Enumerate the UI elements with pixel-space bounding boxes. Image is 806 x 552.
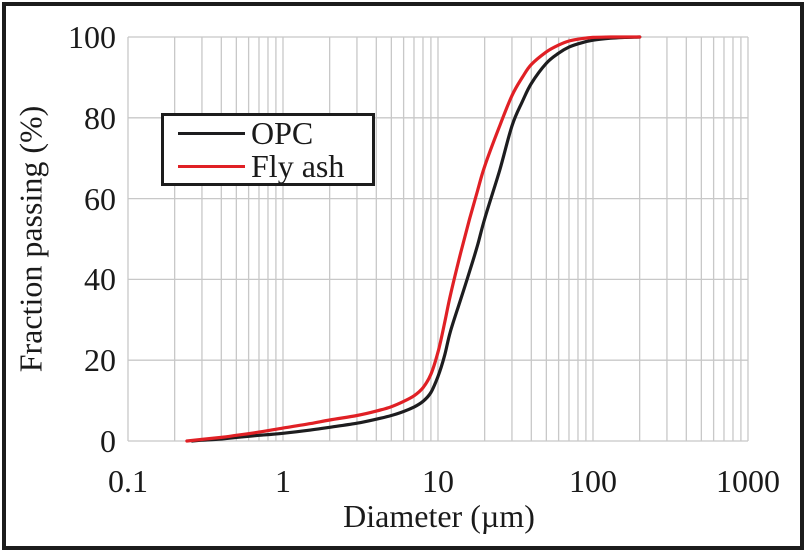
legend-item-flyash: Fly ash	[178, 150, 372, 182]
legend-label-opc: OPC	[251, 115, 314, 151]
x-tick-label: 1000	[716, 463, 780, 499]
x-axis-title: Diameter (µm)	[343, 498, 535, 534]
legend-item-opc: OPC	[178, 117, 372, 149]
opc-curve	[190, 35, 642, 443]
y-tick-label: 60	[84, 180, 116, 217]
x-tick-label: 100	[569, 463, 617, 499]
flyash-line-swatch	[178, 164, 245, 168]
y-tick-label: 40	[84, 261, 116, 298]
opc-line-swatch	[178, 131, 245, 135]
y-axis-title: Fraction passing (%)	[12, 105, 49, 373]
y-tick-label: 20	[84, 342, 116, 379]
gridlines	[127, 36, 749, 442]
x-tick-label: 1	[275, 463, 291, 499]
x-tick-label: 0.1	[108, 463, 148, 499]
legend-label-flyash: Fly ash	[251, 148, 345, 184]
y-tick-label: 0	[100, 423, 116, 459]
flyash-curve	[185, 35, 642, 443]
legend: OPC Fly ash	[161, 113, 375, 186]
y-tick-label: 100	[68, 19, 116, 55]
y-tick-label: 80	[84, 99, 116, 136]
x-tick-label: 10	[422, 463, 454, 499]
